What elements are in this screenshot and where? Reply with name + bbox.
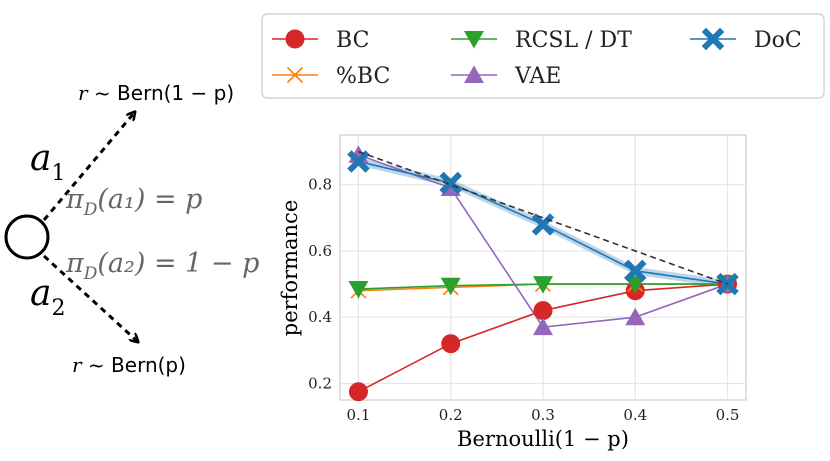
data-point-rcsl-dt — [533, 276, 553, 294]
legend-label: DoC — [754, 28, 802, 53]
y-tick-label: 0.4 — [308, 308, 332, 326]
legend-frame — [261, 13, 825, 99]
legend-marker — [464, 31, 484, 49]
action2-label: a2 — [30, 273, 65, 321]
arrow-bottom — [42, 254, 137, 341]
legend-label: RCSL / DT — [515, 28, 632, 53]
data-point-doc — [624, 259, 647, 283]
x-axis-label: Bernoulli(1 − p) — [457, 427, 629, 451]
y-tick-label: 0.8 — [308, 176, 332, 194]
legend-label: VAE — [514, 64, 561, 89]
legend-label: %BC — [336, 64, 390, 89]
policy1-label: πD(a₁) = p — [65, 184, 202, 220]
action1-label: a1 — [30, 138, 65, 186]
data-point-bc — [348, 382, 368, 402]
mdp-diagram: r ~ Bern(1 − p) r ~ Bern(p) a1 a2 πD(a₁)… — [4, 81, 259, 377]
legend-entry-doc: DoC — [690, 27, 802, 53]
legend-entry-rcsl-dt: RCSL / DT — [451, 28, 632, 53]
legend-marker — [701, 27, 725, 51]
policy2-label: πD(a₂) = 1 − p — [65, 248, 259, 284]
state-node — [4, 214, 50, 260]
x-tick-label: 0.5 — [716, 406, 740, 424]
reward-bottom-label: r ~ Bern(p) — [72, 353, 186, 377]
y-tick-label: 0.6 — [308, 242, 332, 260]
data-point-vae — [625, 307, 646, 326]
legend-entry-bc: BC — [272, 28, 369, 53]
legend-entry-pctbc: %BC — [272, 64, 390, 89]
x-tick-label: 0.2 — [439, 406, 463, 424]
legend-label: BC — [336, 28, 369, 53]
x-tick-label: 0.1 — [347, 406, 371, 424]
legend: BC %BC RCSL / DT VAE DoC — [261, 13, 825, 99]
y-tick-label: 0.2 — [308, 374, 332, 392]
legend-marker — [285, 29, 305, 49]
data-point-doc — [347, 150, 370, 173]
x-tick-label: 0.3 — [531, 406, 555, 424]
legend-marker — [286, 66, 304, 84]
data-point-rcsl-dt — [625, 276, 646, 294]
legend-marker — [464, 65, 484, 83]
data-point-bc — [441, 334, 461, 354]
chart: 0.1 0.2 0.3 0.4 0.5 0.2 0.4 0.6 0.8 Bernoulli(1 … — [278, 134, 747, 451]
x-tick-label: 0.4 — [623, 406, 647, 424]
data-point-rcsl-dt — [348, 281, 369, 299]
data-point-bc — [533, 301, 553, 321]
arrow-top — [42, 113, 134, 221]
reward-top-label: r ~ Bern(1 − p) — [78, 81, 234, 105]
data-point-vae — [533, 317, 553, 336]
data-point-doc — [439, 171, 462, 195]
legend-entry-vae: VAE — [451, 64, 561, 89]
y-axis-label: performance — [278, 200, 302, 337]
data-point-rcsl-dt — [440, 277, 461, 296]
optimal-reference-line — [358, 150, 728, 285]
